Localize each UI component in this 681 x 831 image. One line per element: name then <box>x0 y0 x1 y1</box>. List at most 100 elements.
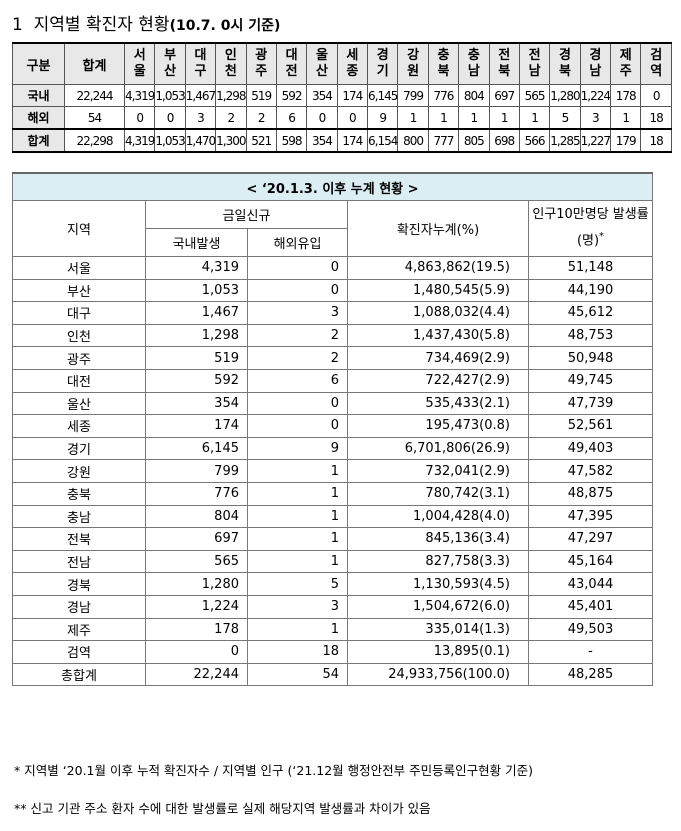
table-row: 제주 178 1 335,014(1.3) 49,503 <box>12 617 653 642</box>
table-cell: 1,130,593(4.5) <box>347 572 529 596</box>
header-cell: 구분 <box>12 42 65 85</box>
table-cell: 4,863,862(19.5) <box>347 256 529 280</box>
header-cell: 인천 <box>215 42 247 85</box>
table-row: 합계 22,298 4,319 1,053 1,470 1,300 521 598 354 174… <box>12 128 672 153</box>
table-cell: 776 <box>145 481 248 506</box>
header-cell: 부산 <box>154 42 186 85</box>
table-row: 경기 6,145 9 6,701,806(26.9) 49,403 <box>12 436 653 461</box>
table-row: 서울 4,319 0 4,863,862(19.5) 51,148 <box>12 256 653 280</box>
table-cell: 서울 <box>12 256 146 280</box>
header-cell: 충남 <box>458 42 490 85</box>
table-cell: 1,437,430(5.8) <box>347 323 529 348</box>
cumulative-table: < ‘20.1.3. 이후 누계 현황 > 지역 금일신규 확진자누계(%) 인… <box>12 172 653 687</box>
table-cell: 경북 <box>12 572 146 596</box>
footnote-mark: * <box>599 231 605 243</box>
table-cell: 698 <box>488 128 520 153</box>
table-cell: 49,403 <box>528 436 653 461</box>
table-cell: 354 <box>306 128 338 153</box>
table-cell: 1,298 <box>215 84 247 107</box>
table-cell: 1 <box>397 106 429 130</box>
table-cell: 519 <box>145 346 248 370</box>
table-cell: 565 <box>145 549 248 574</box>
table-cell: 47,739 <box>528 391 653 416</box>
table-cell: 1,504,672(6.0) <box>347 594 529 619</box>
header-cell: 경기 <box>366 42 399 85</box>
table-cell: 44,190 <box>528 278 653 303</box>
table-row: 인천 1,298 2 1,437,430(5.8) 48,753 <box>12 323 653 348</box>
table-cell: 0 <box>247 391 348 416</box>
table-row: 강원 799 1 732,041(2.9) 47,582 <box>12 459 653 483</box>
table-row: 총합계 22,244 54 24,933,756(100.0) 48,285 <box>12 662 653 687</box>
table-cell: 49,745 <box>528 368 653 393</box>
table-cell: 1,053 <box>154 84 186 107</box>
footnote: ** 신고 기관 주소 환자 수에 대한 발생률로 실제 해당지역 발생률과 차… <box>14 801 431 816</box>
table-cell: 부산 <box>12 278 146 303</box>
table-cell: 535,433(2.1) <box>347 391 529 416</box>
table-cell: 충북 <box>12 481 146 506</box>
table-cell: 1,088,032(4.4) <box>347 301 529 325</box>
table-cell: 780,742(3.1) <box>347 481 529 506</box>
table-row: 광주 519 2 734,469(2.9) 50,948 <box>12 346 653 370</box>
table-cell: 0 <box>123 106 156 130</box>
table-cell: 24,933,756(100.0) <box>347 662 529 687</box>
table-cell: 1 <box>427 106 460 130</box>
table-cell: 22,244 <box>145 662 248 687</box>
table-cell: 0 <box>306 106 338 130</box>
table-cell: 51,148 <box>528 256 653 280</box>
table-cell: 대구 <box>12 301 146 325</box>
table-cell: 강원 <box>12 459 146 483</box>
table-row: 전남 565 1 827,758(3.3) 45,164 <box>12 549 653 574</box>
table-cell: 1,224 <box>579 84 612 107</box>
table-cell: 178 <box>609 84 642 107</box>
table-cell: 722,427(2.9) <box>347 368 529 393</box>
table-cell: 519 <box>245 84 277 107</box>
page-title: 1 지역별 확진자 현황(10.7. 0시 기준) <box>12 10 280 35</box>
summary-table: 구분 합계 서울 부산 대구 인천 광주 대전 울산 세종 경기 강원 충북 충남 전북 전남 경북 경남 제주 검역… <box>12 42 672 153</box>
footnote: * 지역별 ‘20.1월 이후 누적 확진자수 / 지역별 인구 (‘21.12… <box>14 763 533 778</box>
header-cell: 국내발생 <box>145 228 248 257</box>
table-cell: 174 <box>336 128 369 153</box>
table-cell: 2 <box>215 106 247 130</box>
table-cell: 43,044 <box>528 572 653 596</box>
table-cell: 1,467 <box>184 84 217 107</box>
table-cell: 6 <box>247 368 348 393</box>
table-cell: 1 <box>458 106 490 130</box>
table-cell: 3 <box>247 594 348 619</box>
table-cell: 충남 <box>12 504 146 529</box>
table-row: 대구 1,467 3 1,088,032(4.4) 45,612 <box>12 301 653 325</box>
header-cell: 해외유입 <box>247 228 348 257</box>
table-cell: 대전 <box>12 368 146 393</box>
table-cell: 1,227 <box>579 128 612 153</box>
table-cell: 45,164 <box>528 549 653 574</box>
table-cell: 1 <box>247 481 348 506</box>
header-cell: 대전 <box>275 42 308 85</box>
table-cell: 0 <box>247 256 348 280</box>
table-cell: 799 <box>397 84 429 107</box>
table-cell: 6,701,806(26.9) <box>347 436 529 461</box>
table-cell: 경남 <box>12 594 146 619</box>
table-cell: 335,014(1.3) <box>347 617 529 642</box>
table-cell: 1,280 <box>549 84 581 107</box>
table-cell: 18 <box>640 128 672 153</box>
table-cell: 1 <box>247 504 348 529</box>
table-cell: 0 <box>247 414 348 438</box>
table-cell: 48,753 <box>528 323 653 348</box>
table-cell: 50,948 <box>528 346 653 370</box>
table-cell: 521 <box>245 128 277 153</box>
table-cell: 0 <box>640 84 672 107</box>
table-cell: 18 <box>247 640 348 664</box>
table-cell: 4,319 <box>123 84 156 107</box>
table-row: 충남 804 1 1,004,428(4.0) 47,395 <box>12 504 653 529</box>
header-row: 구분 합계 서울 부산 대구 인천 광주 대전 울산 세종 경기 강원 충북 충남 전북 전남 경북 경남 제주 검역 <box>12 42 672 85</box>
table-cell: 5 <box>247 572 348 596</box>
table-cell: 805 <box>458 128 490 153</box>
table-cell: 총합계 <box>12 662 146 687</box>
header-text: 인구10만명당 발생률(명) <box>532 207 649 249</box>
table-cell: 해외 <box>12 106 65 130</box>
table-cell: 47,582 <box>528 459 653 483</box>
table-cell: 732,041(2.9) <box>347 459 529 483</box>
table-cell: 2 <box>247 346 348 370</box>
table-cell: 1 <box>247 549 348 574</box>
title-text: 지역별 확진자 현황 <box>33 15 170 35</box>
table-cell: 경기 <box>12 436 146 461</box>
